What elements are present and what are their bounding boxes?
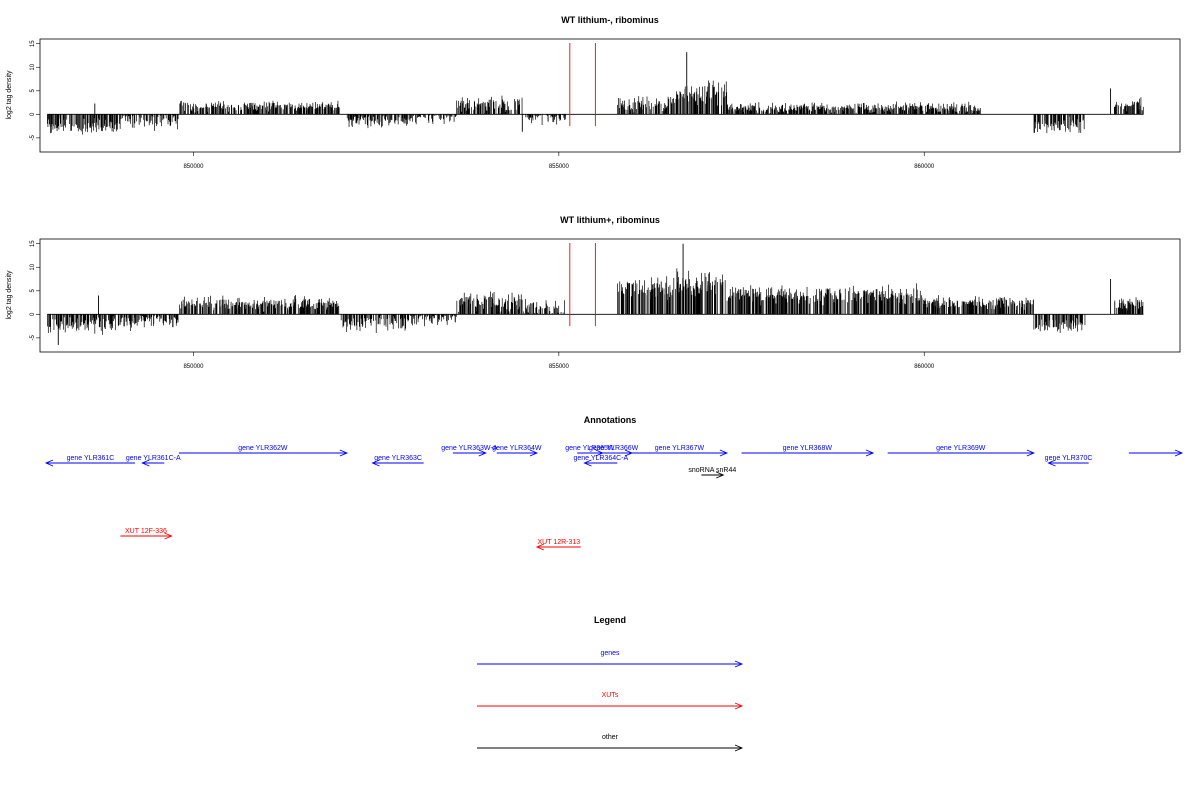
y-tick-label: 0	[30, 112, 36, 116]
signal-bar-series	[47, 80, 1144, 135]
coverage-panel-lithium-minus: WT lithium-, ribominus log2 tag density …	[6, 15, 1181, 170]
feature-label: XUT 12F-336	[125, 528, 167, 535]
feature-label: gene YLR361C-A	[126, 455, 181, 462]
legend-item: genes	[477, 650, 744, 668]
legend-item-label: genes	[600, 650, 620, 657]
arrowhead	[865, 449, 875, 457]
arrowhead	[141, 459, 150, 467]
feature-label: snoRNA snR44	[688, 467, 736, 474]
feature-label: gene YLR363C	[374, 455, 422, 462]
x-tick-label: 855000	[549, 164, 570, 170]
arrowhead	[529, 449, 539, 457]
coverage-panel-lithium-plus: WT lithium+, ribominus log2 tag density …	[6, 215, 1181, 370]
arrowhead	[734, 702, 744, 710]
arrowhead	[734, 744, 744, 752]
arrowhead	[624, 449, 634, 457]
x-tick-label: 855000	[549, 364, 570, 370]
arrowhead	[164, 532, 173, 540]
y-axis-label: log2 tag density	[6, 70, 13, 120]
feature-label: gene YLR367W	[655, 445, 705, 452]
gene-feature: gene YLR361C	[44, 455, 135, 467]
gene-feature: gene YLR364W	[492, 445, 542, 457]
xut-feature: XUT 12F-336	[120, 528, 173, 540]
marker-lines	[569, 43, 596, 127]
arrowhead	[371, 459, 380, 467]
y-tick-label: 0	[30, 312, 36, 316]
arrowhead	[716, 471, 725, 479]
feature-label: gene YLR366W	[589, 445, 639, 452]
gene-feature: gene YLR366W	[589, 445, 639, 457]
feature-label: gene YLR369W	[936, 445, 986, 452]
gene-feature: gene YLR362W	[178, 445, 349, 457]
annotations-track: Annotations gene YLR361C gene YLR361C-Age…	[44, 415, 1184, 551]
gene-feature: gene YLR363C	[371, 455, 424, 467]
arrowhead	[535, 543, 545, 551]
feature-label: gene YLR361C	[67, 455, 115, 462]
gene-feature: gene YLR361C-A	[126, 455, 181, 467]
gene-feature: gene YLR370C	[1045, 455, 1093, 467]
plot-frame	[39, 38, 1181, 153]
y-tick-label: -5	[30, 335, 36, 341]
x-axis: 850000 855000 860000	[183, 152, 935, 170]
gene-feature: gene YLR367W	[631, 445, 729, 457]
y-tick-label: 15	[30, 240, 36, 247]
annotation-features: gene YLR361C gene YLR361C-A gene YLR362W ge…	[44, 445, 1184, 551]
legend-title: Legend	[594, 615, 626, 625]
y-tick-label: 10	[30, 263, 36, 270]
y-tick-label: 10	[30, 63, 36, 70]
legend: Legend genes XUTs other	[477, 615, 744, 752]
feature-label: gene YLR362W	[238, 445, 288, 452]
panel-title: WT lithium+, ribominus	[560, 215, 660, 225]
feature-label: gene YLR364C-A	[573, 455, 628, 462]
gene-feature: gene YLR368W	[741, 445, 875, 457]
marker-lines	[569, 243, 596, 327]
arrowhead	[339, 449, 349, 457]
feature-label: XUT 12R-313	[538, 539, 581, 546]
arrowhead	[583, 459, 592, 467]
feature-label: gene YLR365W	[565, 445, 615, 452]
x-tick-label: 850000	[183, 364, 204, 370]
feature-label: gene YLR370C	[1045, 455, 1093, 462]
legend-item: other	[477, 734, 744, 752]
other-feature: snoRNA snR44	[688, 467, 736, 479]
legend-items: genes XUTs other	[477, 650, 744, 752]
gene-feature	[1128, 449, 1184, 457]
y-axis-label: log2 tag density	[6, 270, 13, 320]
y-tick-label: -5	[30, 135, 36, 141]
arrowhead	[1174, 449, 1184, 457]
arrowhead	[44, 459, 54, 467]
feature-label: gene YLR363W-A	[441, 445, 497, 452]
feature-label: gene YLR368W	[783, 445, 833, 452]
xut-feature: XUT 12R-313	[535, 539, 581, 551]
arrowhead	[1026, 449, 1035, 457]
y-tick-label: 5	[30, 288, 36, 292]
arrowhead	[478, 449, 487, 457]
y-axis: -5 0 5 10 15	[30, 240, 40, 341]
feature-label: gene YLR364W	[492, 445, 542, 452]
y-tick-label: 15	[30, 40, 36, 47]
gene-feature: gene YLR364C-A	[573, 455, 629, 467]
arrowhead	[734, 660, 744, 668]
x-tick-label: 860000	[914, 364, 935, 370]
arrowhead	[1047, 459, 1056, 467]
signal-bar-series	[47, 268, 1144, 335]
y-axis: -5 0 5 10 15	[30, 40, 40, 141]
gene-feature: gene YLR369W	[887, 445, 1035, 457]
panel-title: WT lithium-, ribominus	[561, 15, 659, 25]
legend-item-label: XUTs	[602, 692, 619, 699]
arrowhead	[719, 449, 729, 457]
x-axis: 850000 855000 860000	[183, 352, 935, 370]
legend-item-label: other	[602, 734, 619, 741]
plot-frame	[39, 238, 1181, 353]
gene-feature: gene YLR363W-A	[441, 445, 498, 457]
x-tick-label: 850000	[183, 164, 204, 170]
x-tick-label: 860000	[914, 164, 935, 170]
y-tick-label: 5	[30, 88, 36, 92]
legend-item: XUTs	[477, 692, 744, 710]
annotations-title: Annotations	[584, 415, 637, 425]
